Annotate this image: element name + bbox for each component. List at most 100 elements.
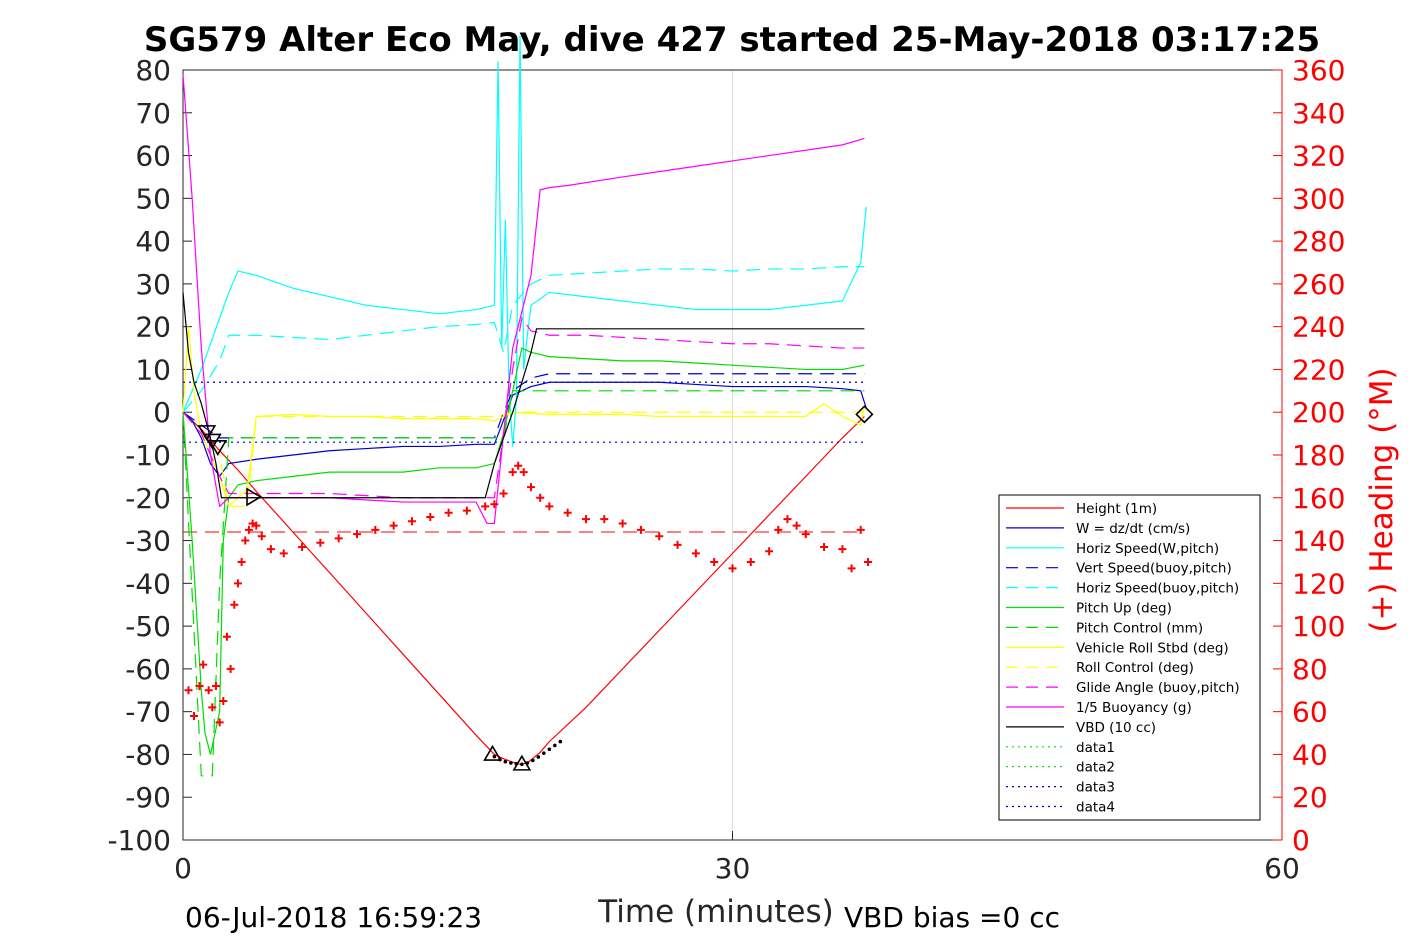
y-tick-label-4: 40	[135, 225, 171, 258]
y2-tick-label-1: 340	[1292, 97, 1345, 130]
heading-point-17	[252, 521, 261, 530]
heading-point-42	[600, 515, 609, 524]
heading-point-13	[237, 557, 246, 566]
x-tick-label-1: 30	[715, 852, 751, 885]
y2-tick-label-2: 320	[1292, 140, 1345, 173]
heading-point-21	[298, 542, 307, 551]
heading-point-14	[241, 536, 250, 545]
heading-point-23	[334, 534, 343, 543]
heading-point-27	[407, 517, 416, 526]
legend-label-8: Roll Control (deg)	[1076, 660, 1194, 676]
y-tick-label-9: -10	[125, 439, 171, 472]
legend-label-12: data1	[1076, 740, 1115, 756]
heading-point-4	[204, 686, 213, 695]
marker-diamond-0	[855, 405, 874, 424]
heading-point-33	[499, 489, 508, 498]
marker-dot-3	[509, 761, 513, 765]
x-tick-label-0: 0	[174, 852, 192, 885]
y2-tick-label-8: 200	[1292, 396, 1345, 429]
heading-point-0	[184, 686, 193, 695]
y2-tick-label-3: 300	[1292, 182, 1345, 215]
heading-point-15	[244, 525, 253, 534]
y2-tick-label-6: 240	[1292, 311, 1345, 344]
footer-timestamp: 06-Jul-2018 16:59:23	[185, 901, 482, 934]
heading-point-29	[444, 508, 453, 517]
footer-vbd-bias: VBD bias =0 cc	[844, 901, 1060, 934]
y-tick-label-12: -40	[125, 567, 171, 600]
heading-point-1	[189, 711, 198, 720]
heading-point-59	[856, 525, 865, 534]
heading-point-45	[655, 532, 664, 541]
y-tick-label-11: -30	[125, 525, 171, 558]
heading-point-30	[462, 506, 471, 515]
heading-point-22	[316, 538, 325, 547]
marker-triangle-down-0	[197, 425, 217, 442]
series-line-6	[182, 390, 865, 777]
y-tick-label-5: 30	[135, 268, 171, 301]
x-tick-label-2: 60	[1264, 852, 1300, 885]
heading-point-28	[426, 513, 435, 522]
heading-point-41	[581, 515, 590, 524]
legend-label-6: Pitch Control (mm)	[1076, 620, 1203, 636]
legend-label-9: Glide Angle (buoy,pitch)	[1076, 680, 1240, 696]
series-line-8	[182, 411, 865, 507]
heading-point-50	[746, 557, 755, 566]
heading-point-35	[514, 461, 523, 470]
y2-tick-label-10: 160	[1292, 482, 1345, 515]
heading-point-54	[792, 521, 801, 530]
heading-point-19	[266, 545, 275, 554]
legend-label-10: 1/5 Buoyancy (g)	[1076, 700, 1192, 716]
legend: Height (1m) W = dz/dt (cm/s) Horiz Speed(W…	[998, 494, 1261, 821]
y2-tick-label-12: 120	[1292, 567, 1345, 600]
marker-dot-1	[498, 757, 502, 762]
marker-dot-12	[558, 739, 563, 744]
y-tick-label-0: 80	[135, 54, 171, 87]
y2-tick-label-5: 260	[1292, 268, 1345, 301]
y2-tick-label-11: 140	[1292, 525, 1345, 558]
series-line-5	[182, 347, 865, 755]
heading-point-38	[536, 493, 545, 502]
y-tick-label-6: 20	[135, 311, 171, 344]
legend-items: Height (1m) W = dz/dt (cm/s) Horiz Speed(W…	[1006, 501, 1240, 816]
marker-dot-5	[520, 762, 524, 767]
y2-tick-label-16: 40	[1292, 738, 1328, 771]
marker-dot-8	[536, 755, 541, 759]
heading-point-9	[222, 632, 231, 641]
heading-point-34	[508, 468, 517, 477]
heading-point-56	[820, 542, 829, 551]
heading-point-57	[838, 545, 847, 554]
legend-label-14: data3	[1076, 780, 1115, 796]
y-tick-label-7: 10	[135, 353, 171, 386]
y2-tick-label-9: 180	[1292, 439, 1345, 472]
heading-point-60	[864, 557, 873, 566]
chart-title: SG579 Alter Eco May, dive 427 started 25…	[144, 20, 1320, 60]
marker-dot-11	[553, 743, 557, 748]
marker-triangle-right-0	[246, 487, 263, 507]
marker-triangle-down-2	[208, 440, 228, 457]
legend-label-2: Horiz Speed(W,pitch)	[1076, 541, 1219, 557]
heading-point-26	[389, 521, 398, 530]
y-tick-label-1: 70	[135, 97, 171, 130]
heading-point-20	[279, 549, 288, 558]
heading-point-2	[195, 682, 204, 690]
y2-tick-label-14: 80	[1292, 653, 1328, 686]
y-tick-label-17: -90	[125, 781, 171, 814]
y-tick-label-13: -50	[125, 610, 171, 643]
legend-box	[998, 494, 1261, 821]
legend-label-11: VBD (10 cc)	[1076, 720, 1156, 736]
heading-point-11	[230, 600, 239, 609]
y-tick-label-2: 60	[135, 140, 171, 173]
heading-point-43	[618, 519, 627, 528]
marker-dot-7	[531, 758, 535, 763]
heading-point-52	[774, 525, 783, 534]
x-axis-label: Time (minutes)	[597, 894, 833, 930]
series-line-2	[182, 35, 867, 447]
series-line-0	[182, 411, 865, 765]
heading-point-49	[728, 564, 737, 573]
series-line-3	[182, 373, 865, 439]
heading-point-10	[226, 664, 235, 673]
legend-label-7: Vehicle Roll Stbd (deg)	[1076, 640, 1229, 656]
marker-dot-9	[542, 751, 546, 755]
heading-point-12	[233, 579, 242, 588]
legend-label-3: Vert Speed(buoy,pitch)	[1076, 561, 1232, 577]
